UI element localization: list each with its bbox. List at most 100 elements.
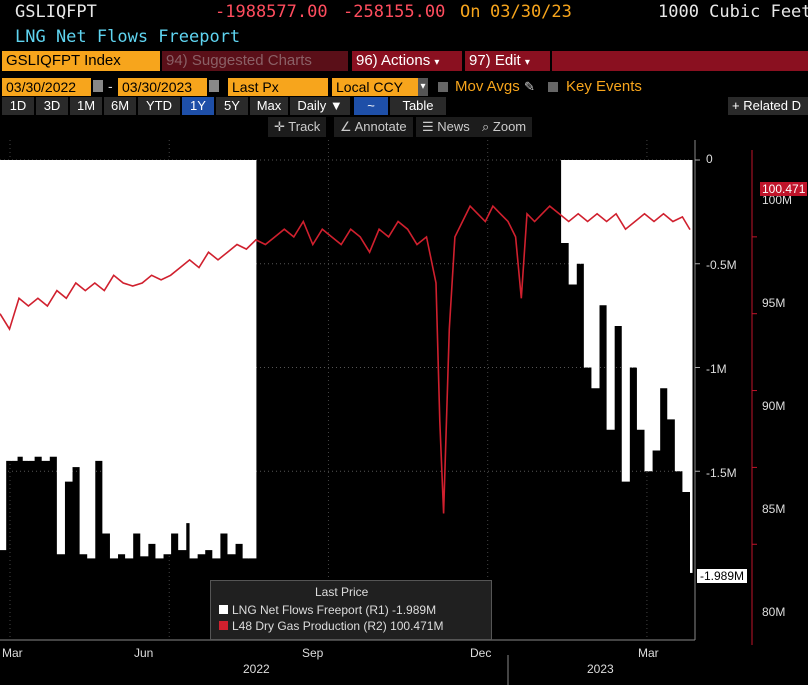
x-tick-label: Sep [302,646,324,660]
calendar-icon[interactable] [93,80,103,92]
flow-bar [682,160,691,492]
year-label: 2023 [587,662,614,676]
flow-bar [644,160,653,472]
r1-last-value-tag: -1.989M [697,569,748,583]
chevron-down-icon: ▾ [434,57,440,68]
line-chart-icon[interactable]: ~ [354,97,388,115]
r2-tick-label: 85M [762,502,786,516]
tab-table[interactable]: Table [390,97,446,115]
flow-bar [636,160,646,430]
chevron-down-icon: ▾ [524,57,530,68]
pencil-icon[interactable]: ✎ [524,79,535,94]
flow-bar [248,160,257,559]
flow-bar [583,160,592,368]
flow-bar [0,160,7,551]
flow-bar [667,160,676,420]
x-tick-label: Mar [638,646,659,660]
lng-net-flows-area [0,160,693,573]
axes [0,140,757,685]
zoom-label: Zoom [492,119,527,134]
flow-bar [674,160,683,472]
flow-bar [606,160,615,430]
flow-bar [79,160,88,555]
flow-bar [185,160,191,524]
annotate-tool[interactable]: ∠ Annotate [334,117,413,137]
magnifier-icon: ⌕ [482,119,493,134]
legend-item: LNG Net Flows Freeport (R1) -1.989M [219,603,436,617]
tab-5y[interactable]: 5Y [216,97,248,115]
production-line [0,204,691,514]
currency-select[interactable]: Local CCY [332,78,418,96]
flow-bar [102,160,111,534]
flow-bar [614,160,623,326]
x-tick-label: Jun [134,646,154,660]
flow-bar [629,160,638,368]
news-icon: ☰ [422,119,438,134]
track-tool[interactable]: ✛ Track [268,117,327,137]
flow-bar [49,160,58,457]
chart-legend: Last Price LNG Net Flows Freeport (R1) -… [210,580,492,640]
r1-tick-label: -1M [706,362,727,376]
suggested-charts-button[interactable]: 94) Suggested Charts [162,51,348,71]
flow-bar [94,160,103,461]
flow-bar [599,160,608,306]
frequency-select[interactable]: Daily ▼ [290,97,350,115]
flow-bar [163,160,172,555]
r2-tick-label: 80M [762,605,786,619]
flow-bar [189,160,198,559]
year-label: 2022 [243,662,270,676]
series-subtitle: LNG Net Flows Freeport [15,27,241,47]
units-label: 1000 Cubic Feet [658,2,808,22]
flow-bar [652,160,661,451]
calendar-icon[interactable] [209,80,219,92]
flow-bar [690,160,693,573]
flow-bar [147,160,156,544]
flow-bar [5,160,12,461]
flow-bar [125,160,134,559]
zoom-tool[interactable]: ⌕ Zoom [476,117,533,137]
flow-bar [204,160,213,551]
tab-ytd[interactable]: YTD [138,97,180,115]
tab-1m[interactable]: 1M [70,97,102,115]
r1-tick-label: -0.5M [706,258,737,272]
flow-bar [28,160,35,461]
chevron-down-icon[interactable]: ▾ [418,78,428,96]
mov-avgs-checkbox[interactable] [438,82,448,92]
flow-bar [178,160,187,551]
edit-button[interactable]: 97) Edit ▾ [465,51,550,71]
date-dash: - [108,78,113,94]
r1-tick-label: 0 [706,152,713,166]
tab-6m[interactable]: 6M [104,97,136,115]
news-tool[interactable]: ☰ News [416,117,476,137]
actions-button[interactable]: 96) Actions ▾ [352,51,462,71]
start-date-field[interactable]: 03/30/2022 [2,78,91,96]
flow-bar [561,160,570,243]
tab-max[interactable]: Max [250,97,288,115]
flow-bar [621,160,630,482]
change-value: -258155.00 [343,2,446,22]
r1-tick-label: -1.5M [706,466,737,480]
tab-1y[interactable]: 1Y [182,97,214,115]
on-label: On [460,2,481,22]
chart-canvas[interactable] [0,140,808,685]
security-field[interactable]: GSLIQFPT Index [2,51,160,71]
tab-3d[interactable]: 3D [36,97,68,115]
flow-bar [227,160,236,555]
key-events-label: Key Events [566,78,642,95]
flow-bar [242,160,249,559]
field-select[interactable]: Last Px [228,78,328,96]
tab-1d[interactable]: 1D [2,97,34,115]
end-date-field[interactable]: 03/30/2023 [118,78,207,96]
x-tick-label: Mar [2,646,23,660]
flow-bar [34,160,43,457]
flow-bar [41,160,50,461]
flow-bar [576,160,585,264]
flow-bar [170,160,179,534]
legend-swatch [219,605,228,614]
related-data-button[interactable]: + Related D [728,97,808,115]
flow-bar [117,160,126,555]
key-events-checkbox[interactable] [548,82,558,92]
r2-tick-label: 100M [762,193,793,207]
ticker: GSLIQFPT [15,2,97,22]
x-tick-label: Dec [470,646,492,660]
